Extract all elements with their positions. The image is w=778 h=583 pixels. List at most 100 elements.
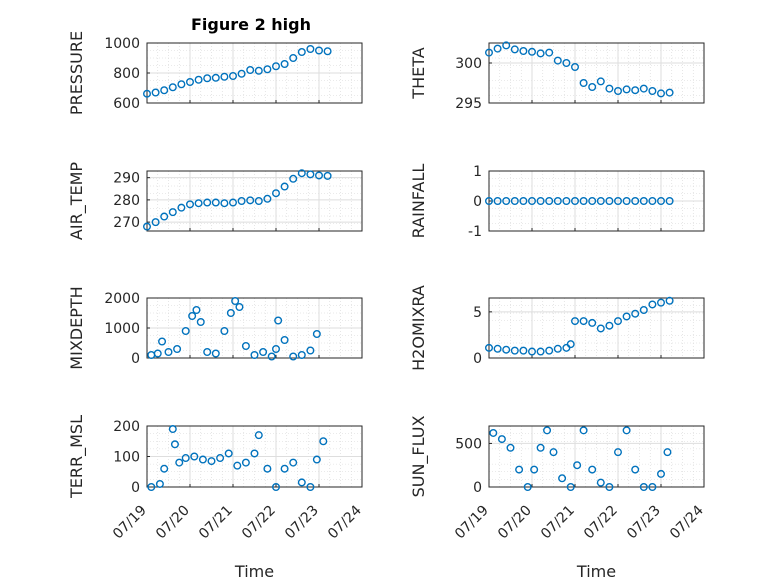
data-point	[605, 321, 614, 330]
data-point	[622, 196, 631, 205]
data-point	[194, 199, 203, 208]
subplot-1: 600 800 1000 PRESSURE	[67, 31, 363, 115]
data-point	[306, 45, 315, 54]
data-point	[553, 344, 562, 353]
data-point	[506, 443, 515, 452]
data-point	[220, 327, 229, 336]
data-point	[289, 352, 298, 361]
data-point	[665, 296, 674, 305]
data-point	[160, 86, 169, 95]
data-point	[160, 464, 169, 473]
data-point	[497, 435, 506, 444]
data-point	[588, 196, 597, 205]
data-point	[194, 75, 203, 84]
data-point	[226, 309, 235, 318]
y-axis-label: H2OMIXRA	[409, 285, 428, 371]
data-point	[181, 454, 190, 463]
data-point	[173, 345, 182, 354]
data-point	[665, 88, 674, 97]
data-point	[250, 449, 259, 458]
data-point	[168, 425, 177, 434]
data-point	[297, 478, 306, 487]
y-tick-label: 0	[473, 194, 482, 210]
data-point	[566, 340, 575, 349]
data-point	[211, 198, 220, 207]
y-tick-label: 5	[473, 305, 482, 321]
y-tick-label: 0	[473, 480, 482, 496]
data-point	[168, 83, 177, 92]
y-tick-label: 200	[113, 419, 140, 435]
data-point	[519, 196, 528, 205]
data-point	[639, 84, 648, 93]
data-point	[196, 318, 205, 327]
data-point	[519, 346, 528, 355]
data-point	[181, 327, 190, 336]
data-point	[306, 483, 315, 492]
data-point	[485, 196, 494, 205]
data-point	[233, 461, 242, 470]
y-tick-label: 100	[113, 450, 140, 466]
data-point	[657, 196, 666, 205]
data-point	[312, 455, 321, 464]
data-point	[142, 222, 151, 231]
data-point	[272, 345, 281, 354]
data-point	[657, 469, 666, 478]
data-point	[254, 66, 263, 75]
data-point	[289, 54, 298, 63]
y-tick-label: 270	[113, 215, 140, 231]
data-point	[639, 196, 648, 205]
data-point	[142, 89, 151, 98]
data-point	[510, 45, 519, 54]
data-point	[246, 196, 255, 205]
data-point	[185, 77, 194, 86]
data-point	[297, 351, 306, 360]
data-point	[502, 345, 511, 354]
data-point	[323, 47, 332, 56]
data-point	[158, 337, 167, 346]
data-point	[536, 196, 545, 205]
data-point	[536, 49, 545, 58]
data-point	[605, 483, 614, 492]
data-point	[523, 483, 532, 492]
data-point	[164, 348, 173, 357]
data-point	[579, 426, 588, 435]
data-point	[190, 452, 199, 461]
data-point	[203, 198, 212, 207]
axes-box	[146, 42, 363, 104]
data-point	[558, 474, 567, 483]
data-point	[188, 312, 197, 321]
subplot-6: 0 5 H2OMIXRA	[409, 285, 705, 371]
axes-box	[146, 170, 363, 232]
data-point	[485, 48, 494, 57]
data-point	[254, 431, 263, 440]
data-point	[228, 71, 237, 80]
y-tick-label: 800	[113, 66, 140, 82]
data-point	[614, 448, 623, 457]
data-point	[657, 298, 666, 307]
data-point	[545, 346, 554, 355]
data-point	[297, 169, 306, 178]
y-tick-label: 295	[455, 96, 482, 112]
y-axis-label: TERR_MSL	[67, 415, 87, 499]
data-point	[553, 196, 562, 205]
data-point	[274, 316, 283, 325]
data-point	[177, 203, 186, 212]
data-point	[545, 196, 554, 205]
data-point	[151, 88, 160, 97]
data-point	[323, 171, 332, 180]
data-point	[571, 63, 580, 72]
data-point	[536, 443, 545, 452]
data-point	[203, 74, 212, 83]
data-point	[549, 448, 558, 457]
data-point	[622, 312, 631, 321]
axes-box	[488, 425, 705, 488]
data-point	[571, 196, 580, 205]
data-point	[510, 346, 519, 355]
data-point	[614, 196, 623, 205]
axes-box	[146, 425, 363, 488]
data-point	[319, 437, 328, 446]
y-tick-label: 0	[131, 351, 140, 367]
data-point	[493, 196, 502, 205]
data-point	[151, 218, 160, 227]
